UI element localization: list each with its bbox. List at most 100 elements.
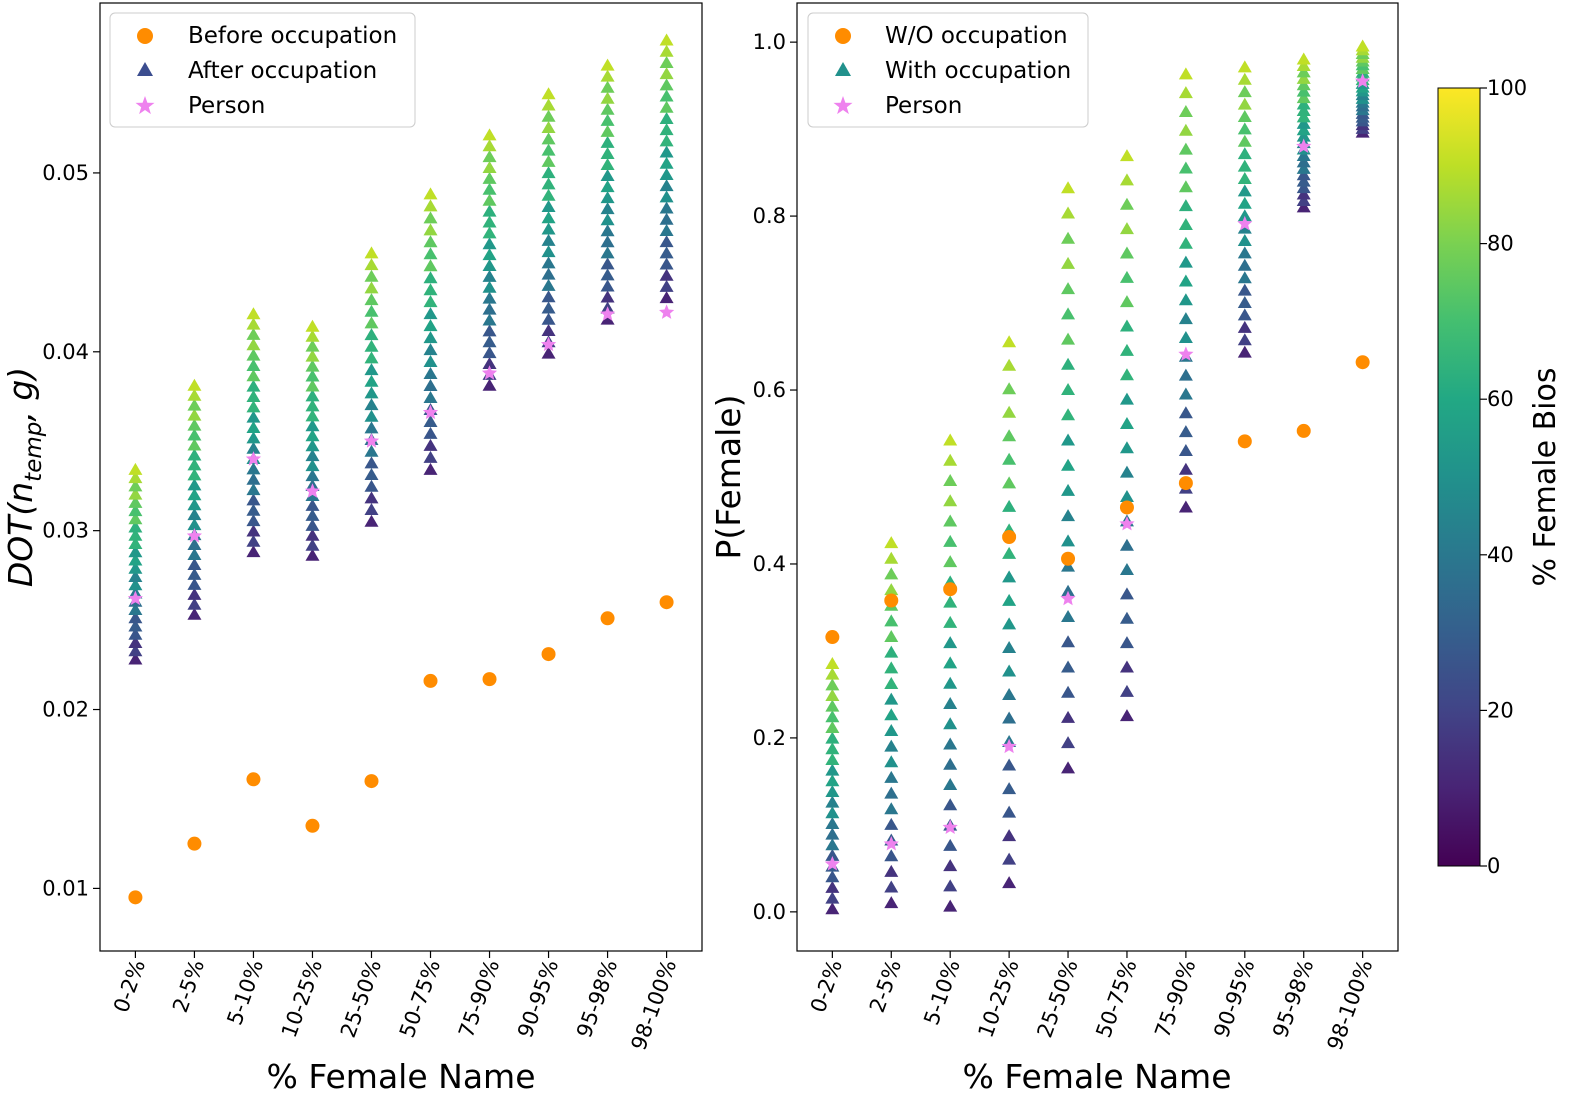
occupation-point: [541, 324, 556, 337]
occupation-point: [659, 291, 674, 304]
occupation-point: [187, 478, 202, 491]
occupation-point: [423, 307, 438, 320]
occupation-point: [364, 468, 379, 481]
occupation-point: [423, 355, 438, 368]
occupation-point: [128, 627, 143, 640]
occupation-point: [1237, 209, 1252, 222]
occupation-point: [943, 474, 958, 487]
x-tick-label: 90-95%: [513, 957, 563, 1041]
occupation-point: [884, 536, 899, 549]
occupation-point: [246, 493, 261, 506]
occupation-point: [1237, 85, 1252, 98]
occupation-point: [541, 199, 556, 212]
occupation-point: [305, 319, 320, 332]
occupation-point: [423, 331, 438, 344]
occupation-point: [884, 802, 899, 815]
occupation-point: [541, 278, 556, 291]
occupation-point: [1178, 312, 1193, 325]
occupation-point: [884, 864, 899, 877]
occupation-point: [659, 33, 674, 46]
occupation-point: [482, 313, 497, 326]
baseline-point: [1002, 530, 1017, 545]
occupation-point: [246, 421, 261, 434]
baseline-point: [1119, 500, 1134, 515]
occupation-point: [825, 795, 840, 808]
occupation-point: [128, 644, 143, 657]
occupation-point: [187, 518, 202, 531]
occupation-point: [541, 233, 556, 246]
occupation-point: [659, 235, 674, 248]
occupation-point: [1002, 335, 1017, 348]
occupation-point: [1002, 640, 1017, 653]
occupation-point: [364, 444, 379, 457]
occupation-point: [128, 528, 143, 541]
person-point: [600, 306, 616, 321]
x-tick-label: 75-90%: [1150, 957, 1200, 1041]
occupation-point: [1061, 534, 1076, 547]
occupation-point: [1237, 271, 1252, 284]
occupation-point: [1237, 221, 1252, 234]
x-tick-label: 25-50%: [1032, 957, 1082, 1041]
occupation-point: [1061, 610, 1076, 623]
occupation-point: [1296, 155, 1311, 168]
occupation-point: [1061, 660, 1076, 673]
occupation-point: [1178, 104, 1193, 117]
occupation-point: [187, 538, 202, 551]
y-tick-label: 0.8: [753, 204, 786, 228]
person-point: [824, 856, 840, 871]
occupation-point: [1237, 122, 1252, 135]
occupation-point: [364, 514, 379, 527]
occupation-point: [1237, 296, 1252, 309]
colorbar: 0 20 40 60 80 100 % Female Bios: [1437, 76, 1563, 878]
x-tick-label: 95-98%: [572, 957, 622, 1041]
occupation-point: [1002, 876, 1017, 889]
occupation-point: [659, 246, 674, 259]
legend-label: With occupation: [885, 58, 1071, 84]
occupation-point: [482, 237, 497, 250]
y-tick-label: 0.0: [753, 900, 786, 924]
occupation-point: [1296, 71, 1311, 84]
occupation-point: [600, 113, 615, 126]
occupation-point: [1178, 462, 1193, 475]
occupation-point: [600, 58, 615, 71]
occupation-point: [128, 479, 143, 492]
occupation-point: [128, 462, 143, 475]
occupation-point: [246, 358, 261, 371]
occupation-point: [246, 400, 261, 413]
occupation-point: [246, 503, 261, 516]
occupation-point: [600, 268, 615, 281]
occupation-point: [1296, 78, 1311, 91]
occupation-point: [1296, 123, 1311, 136]
occupation-point: [187, 468, 202, 481]
occupation-point: [482, 280, 497, 293]
occupation-point: [1119, 441, 1134, 454]
occupation-point: [1296, 58, 1311, 71]
legend-label: Person: [885, 93, 962, 119]
person-point: [186, 528, 202, 543]
left-y-axis-title: DOT(ntemp, g): [1, 367, 47, 587]
colorbar-tick-label: 100: [1487, 76, 1527, 100]
occupation-point: [364, 374, 379, 387]
occupation-point: [1237, 345, 1252, 358]
occupation-point: [541, 121, 556, 134]
occupation-point: [1296, 103, 1311, 116]
occupation-point: [600, 279, 615, 292]
y-tick-label: 0.04: [42, 340, 89, 364]
colorbar-ticks: 0 20 40 60 80 100: [1480, 76, 1527, 878]
occupation-point: [600, 180, 615, 193]
occupation-point: [541, 87, 556, 100]
occupation-point: [305, 488, 320, 501]
occupation-point: [364, 328, 379, 341]
occupation-point: [600, 191, 615, 204]
occupation-point: [482, 324, 497, 337]
colorbar-tick-label: 40: [1487, 543, 1514, 567]
occupation-point: [1178, 274, 1193, 287]
occupation-point: [600, 80, 615, 93]
occupation-point: [600, 290, 615, 303]
occupation-point: [1178, 500, 1193, 513]
person-point: [942, 819, 958, 834]
legend-person-marker: [833, 96, 853, 115]
occupation-point: [1178, 142, 1193, 155]
occupation-point: [541, 245, 556, 258]
occupation-point: [1119, 636, 1134, 649]
